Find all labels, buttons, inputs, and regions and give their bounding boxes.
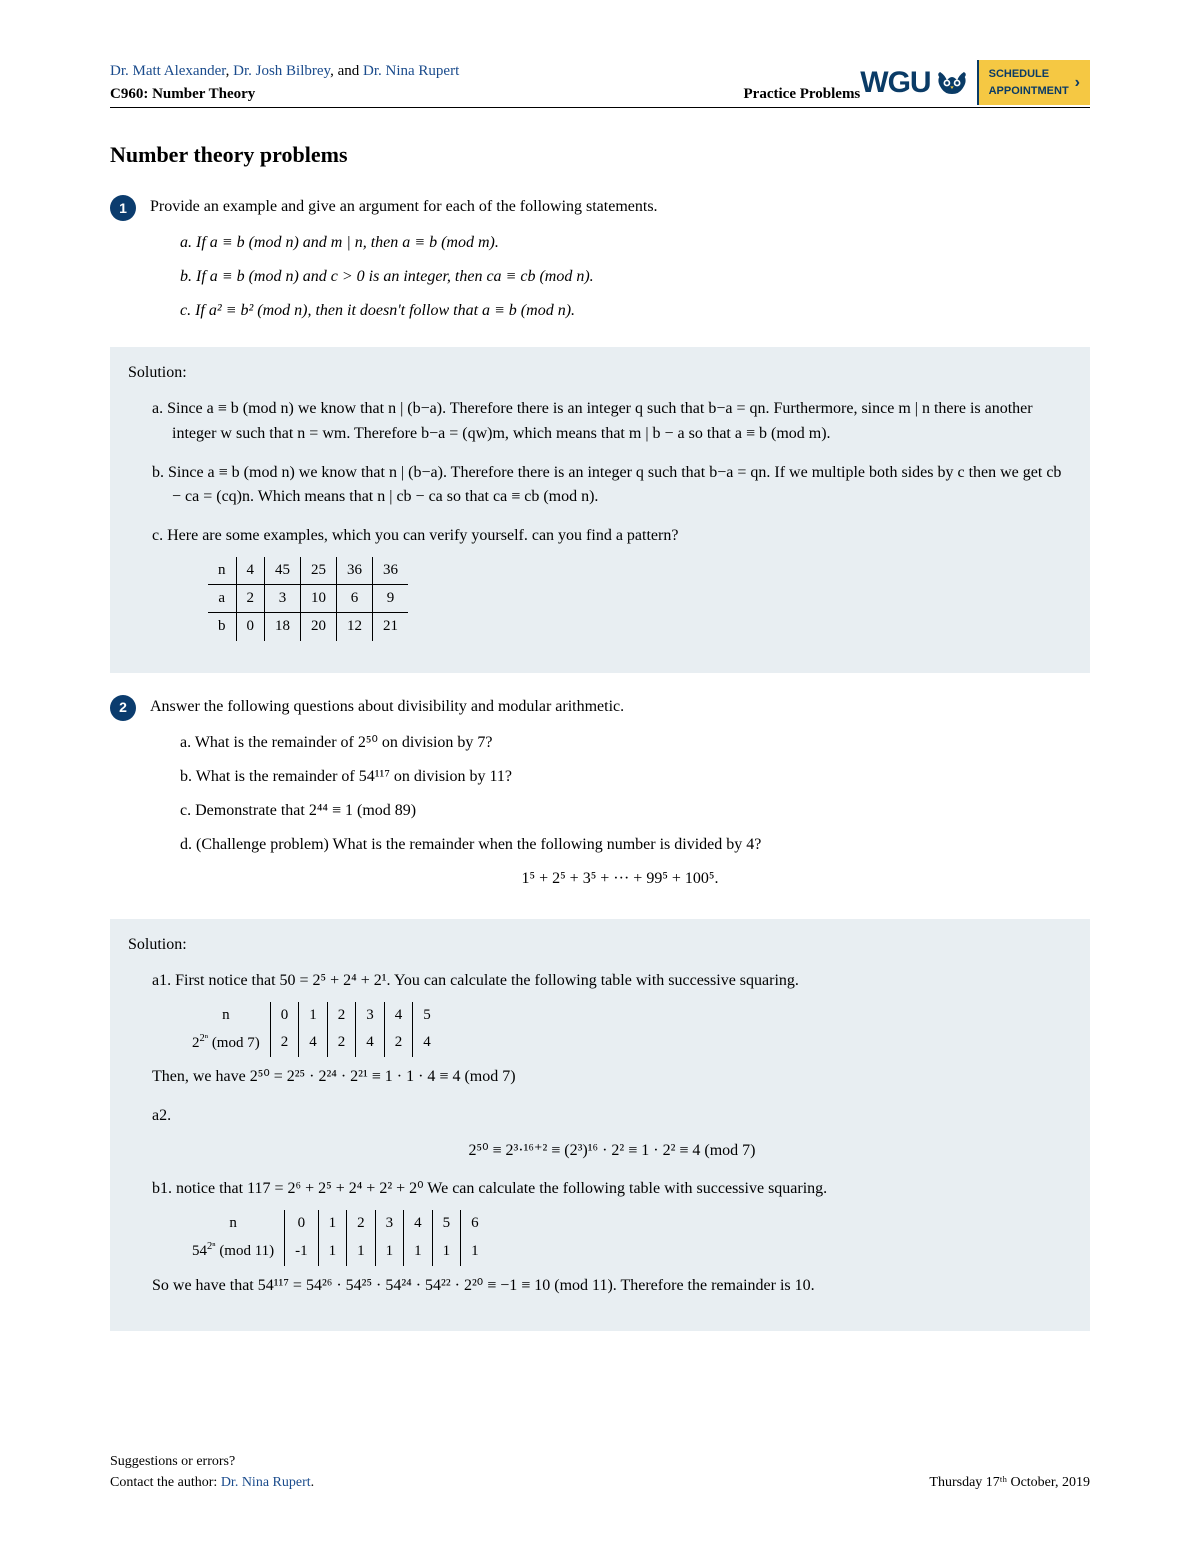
footer-left: Suggestions or errors? Contact the autho… (110, 1451, 314, 1493)
wgu-logo: WGU (860, 60, 968, 105)
sep: , (226, 63, 234, 79)
sol1-b: b. Since a ≡ b (mod n) we know that n | … (152, 461, 1072, 511)
wgu-text: WGU (860, 60, 930, 105)
p2-d: d. (Challenge problem) What is the remai… (180, 833, 1090, 857)
sol1-c: c. Here are some examples, which you can… (152, 524, 1072, 641)
p2-d-equation: 1⁵ + 2⁵ + 3⁵ + ··· + 99⁵ + 100⁵. (150, 867, 1090, 891)
chevron-right-icon: › (1075, 71, 1080, 95)
sol2-table-1: n012345 22ⁿ (mod 7)242424 (182, 1002, 441, 1058)
sol1-a: a. Since a ≡ b (mod n) we know that n | … (152, 397, 1072, 447)
p1-a: a. If a ≡ b (mod n) and m | n, then a ≡ … (180, 231, 1090, 255)
p1-b: b. If a ≡ b (mod n) and c > 0 is an inte… (180, 265, 1090, 289)
schedule-line1: SCHEDULE (989, 66, 1069, 83)
page-header: Dr. Matt Alexander, Dr. Josh Bilbrey, an… (110, 60, 1090, 108)
problem-1: 1 Provide an example and give an argumen… (110, 195, 1090, 333)
sol2-a2-eqn: 2⁵⁰ ≡ 2³·¹⁶⁺² ≡ (2³)¹⁶ · 2² ≡ 1 · 2² ≡ 4… (172, 1139, 1072, 1164)
header-left: Dr. Matt Alexander, Dr. Josh Bilbrey, an… (110, 60, 860, 105)
solution-2: Solution: a1. First notice that 50 = 2⁵ … (110, 919, 1090, 1331)
course-code: C960: Number Theory (110, 83, 255, 106)
page-title: Number theory problems (110, 138, 1090, 171)
problem-badge-1: 1 (110, 195, 136, 221)
header-right: WGU SCHEDULE APPOINTMENT › (860, 60, 1090, 105)
solution-1: Solution: a. Since a ≡ b (mod n) we know… (110, 347, 1090, 673)
p2-a: a. What is the remainder of 2⁵⁰ on divis… (180, 731, 1090, 755)
problem-badge-2: 2 (110, 695, 136, 721)
solution-1-title: Solution: (128, 361, 1072, 385)
sol2-a2: a2. 2⁵⁰ ≡ 2³·¹⁶⁺² ≡ (2³)¹⁶ · 2² ≡ 1 · 2²… (152, 1104, 1072, 1164)
problem-1-text: Provide an example and give an argument … (150, 195, 1090, 219)
schedule-appointment-button[interactable]: SCHEDULE APPOINTMENT › (977, 60, 1090, 105)
instructor-link-3[interactable]: Dr. Nina Rupert (363, 63, 459, 79)
footer-date: Thursday 17ᵗʰ October, 2019 (929, 1472, 1090, 1493)
footer-suggestions: Suggestions or errors? (110, 1451, 314, 1472)
sol2-table-2: n0123456 542ⁿ (mod 11)-1111111 (182, 1210, 489, 1266)
sol2-b1: b1. notice that 117 = 2⁶ + 2⁵ + 2⁴ + 2² … (152, 1177, 1072, 1298)
instructors-line: Dr. Matt Alexander, Dr. Josh Bilbrey, an… (110, 60, 860, 83)
instructor-link-2[interactable]: Dr. Josh Bilbrey (233, 63, 330, 79)
course-subtitle: Practice Problems (744, 83, 861, 106)
course-line: C960: Number Theory Practice Problems (110, 83, 860, 106)
problem-2: 2 Answer the following questions about d… (110, 695, 1090, 905)
p1-c: c. If a² ≡ b² (mod n), then it doesn't f… (180, 299, 1090, 323)
footer-contact-prefix: Contact the author: (110, 1475, 221, 1490)
solution-2-title: Solution: (128, 933, 1072, 957)
owl-icon (935, 70, 969, 96)
problem-2-text: Answer the following questions about div… (150, 695, 1090, 719)
instructor-link-1[interactable]: Dr. Matt Alexander (110, 63, 226, 79)
sol2-a1: a1. First notice that 50 = 2⁵ + 2⁴ + 2¹.… (152, 969, 1072, 1090)
footer-contact-link[interactable]: Dr. Nina Rupert (221, 1475, 311, 1490)
page-footer: Suggestions or errors? Contact the autho… (110, 1451, 1090, 1493)
p2-c: c. Demonstrate that 2⁴⁴ ≡ 1 (mod 89) (180, 799, 1090, 823)
sep: , and (330, 63, 363, 79)
sol2-t1-label: 22ⁿ (mod 7) (182, 1029, 270, 1057)
sol2-b1-so: So we have that 54¹¹⁷ = 54²⁶ · 54²⁵ · 54… (172, 1274, 1072, 1299)
sol1-table: n445253636 a231069 b018201221 (208, 557, 408, 641)
sol2-a1-then: Then, we have 2⁵⁰ = 2²⁵ · 2²⁴ · 2²¹ ≡ 1 … (172, 1065, 1072, 1090)
schedule-line2: APPOINTMENT (989, 83, 1069, 100)
sol2-t2-label: 542ⁿ (mod 11) (182, 1237, 285, 1265)
p2-b: b. What is the remainder of 54¹¹⁷ on div… (180, 765, 1090, 789)
